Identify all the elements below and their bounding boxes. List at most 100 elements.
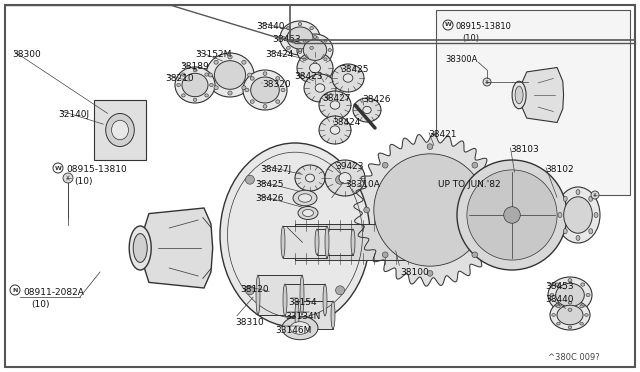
Ellipse shape [243, 70, 287, 110]
Text: 32140J: 32140J [58, 110, 89, 119]
Text: UP TO JUN.'82: UP TO JUN.'82 [438, 180, 500, 189]
Polygon shape [295, 224, 430, 260]
Ellipse shape [351, 229, 355, 255]
Ellipse shape [314, 35, 317, 38]
Text: 38320: 38320 [262, 80, 291, 89]
Circle shape [467, 170, 557, 260]
Ellipse shape [182, 94, 185, 97]
Ellipse shape [182, 73, 208, 97]
Ellipse shape [584, 314, 588, 316]
Ellipse shape [297, 34, 333, 66]
Ellipse shape [303, 209, 314, 217]
Circle shape [472, 162, 477, 168]
Ellipse shape [568, 308, 572, 311]
Ellipse shape [281, 226, 285, 258]
Ellipse shape [552, 314, 556, 316]
Text: 08915-13810: 08915-13810 [455, 22, 511, 31]
Ellipse shape [330, 101, 340, 109]
Text: 38103: 38103 [510, 145, 539, 154]
Circle shape [504, 207, 520, 223]
Bar [297, 301, 333, 329]
Ellipse shape [305, 174, 314, 182]
Ellipse shape [594, 212, 598, 218]
Ellipse shape [558, 212, 562, 218]
Ellipse shape [245, 88, 249, 92]
Ellipse shape [331, 301, 335, 329]
Ellipse shape [133, 234, 147, 262]
Ellipse shape [208, 73, 212, 77]
Ellipse shape [282, 316, 318, 340]
Ellipse shape [214, 86, 218, 90]
Ellipse shape [323, 284, 327, 316]
Ellipse shape [210, 83, 213, 87]
Ellipse shape [300, 275, 304, 315]
Circle shape [245, 286, 255, 295]
Ellipse shape [319, 91, 351, 119]
Text: (10): (10) [31, 300, 49, 309]
Ellipse shape [576, 235, 580, 240]
Ellipse shape [325, 226, 329, 258]
Polygon shape [143, 208, 212, 288]
Text: 38425: 38425 [255, 180, 284, 189]
Ellipse shape [287, 46, 290, 49]
Circle shape [382, 162, 388, 168]
Ellipse shape [589, 229, 593, 234]
Circle shape [364, 207, 369, 213]
Ellipse shape [205, 94, 209, 97]
Bar [285, 284, 325, 316]
Text: 38427: 38427 [322, 94, 351, 103]
Text: 38426: 38426 [255, 194, 284, 203]
Ellipse shape [304, 74, 336, 102]
Ellipse shape [310, 46, 314, 49]
Ellipse shape [315, 36, 318, 39]
Ellipse shape [276, 100, 280, 103]
Text: 33134N: 33134N [285, 312, 321, 321]
Text: 38440: 38440 [545, 295, 573, 304]
Ellipse shape [287, 27, 313, 49]
Circle shape [427, 144, 433, 150]
Ellipse shape [175, 67, 215, 103]
Polygon shape [354, 134, 506, 286]
Text: 38424: 38424 [265, 50, 293, 59]
Ellipse shape [314, 62, 317, 65]
Ellipse shape [214, 60, 218, 64]
Text: N: N [12, 288, 18, 292]
Text: 38425: 38425 [340, 65, 369, 74]
Ellipse shape [282, 36, 285, 39]
Ellipse shape [580, 305, 584, 308]
Ellipse shape [283, 284, 287, 316]
Text: 38100: 38100 [400, 268, 429, 277]
Ellipse shape [319, 116, 351, 144]
Ellipse shape [228, 91, 232, 95]
Ellipse shape [287, 27, 290, 30]
Ellipse shape [550, 294, 554, 296]
Text: 38421: 38421 [428, 130, 456, 139]
Ellipse shape [556, 283, 559, 286]
Text: 38120: 38120 [240, 285, 269, 294]
Circle shape [457, 160, 567, 270]
Ellipse shape [298, 206, 318, 219]
Ellipse shape [556, 283, 584, 307]
Text: 38189: 38189 [180, 62, 209, 71]
Ellipse shape [363, 106, 371, 113]
Ellipse shape [548, 277, 592, 313]
Bar [317, 229, 353, 255]
Text: 38426: 38426 [362, 95, 390, 104]
Ellipse shape [111, 120, 129, 140]
Ellipse shape [580, 304, 585, 307]
Text: 08911-2082A: 08911-2082A [23, 288, 84, 297]
Ellipse shape [297, 52, 333, 84]
Ellipse shape [550, 300, 590, 330]
Ellipse shape [576, 189, 580, 195]
Ellipse shape [303, 58, 306, 61]
Ellipse shape [515, 86, 523, 104]
Ellipse shape [220, 143, 370, 327]
Ellipse shape [564, 197, 592, 233]
Ellipse shape [193, 68, 197, 72]
Ellipse shape [248, 73, 252, 77]
Circle shape [472, 252, 477, 258]
Text: 39423: 39423 [335, 162, 364, 171]
Text: 08915-13810: 08915-13810 [66, 165, 127, 174]
Text: 38300A: 38300A [445, 55, 477, 64]
Bar [94, 100, 146, 160]
